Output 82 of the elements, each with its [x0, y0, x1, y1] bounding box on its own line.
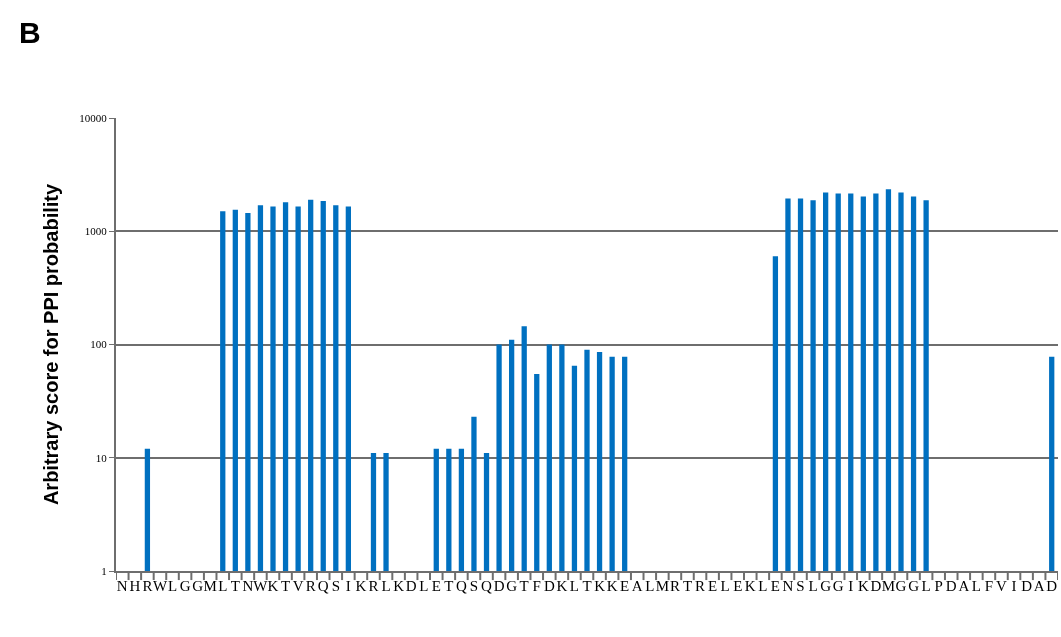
x-tick-label: D: [1046, 578, 1058, 594]
x-tick-label: W: [253, 578, 269, 594]
x-tick-label: L: [720, 578, 730, 594]
x-tick-label: D: [945, 578, 957, 594]
x-tick-label: D: [543, 578, 555, 594]
x-tick-label: N: [116, 578, 128, 594]
x-tick-label: R: [305, 578, 316, 594]
x-tick-label: V: [292, 578, 304, 594]
x-tick-label: G: [179, 578, 191, 594]
x-tick-label: G: [506, 578, 518, 594]
x-tick-label: K: [594, 578, 606, 594]
x-tick-label: A: [1033, 578, 1045, 594]
x-tick-label: S: [331, 578, 340, 594]
x-tick-label: E: [770, 578, 780, 594]
x-tick-label: A: [631, 578, 643, 594]
x-tick-label: L: [167, 578, 178, 594]
x-tick-label: L: [381, 578, 391, 594]
x-tick-label: G: [832, 578, 844, 594]
x-tick-label: R: [142, 578, 153, 594]
x-tick-label: E: [708, 578, 718, 594]
x-tick-label: L: [645, 578, 655, 594]
x-tick-label: L: [569, 578, 580, 594]
x-tick-label: S: [796, 578, 805, 594]
x-tick-label: E: [620, 578, 630, 594]
x-tick-label: G: [908, 578, 920, 594]
y-tick-label: 1000: [84, 225, 108, 238]
x-tick-label: T: [682, 578, 693, 594]
x-tick-label: K: [355, 578, 367, 594]
x-tick-label: R: [669, 578, 680, 594]
x-tick-label: T: [280, 578, 291, 594]
x-tick-label: M: [203, 578, 217, 594]
x-tick-label: L: [758, 578, 768, 594]
y-tick-label: 100: [90, 338, 108, 351]
x-tick-label: N: [782, 578, 794, 594]
x-tick-label: D: [1021, 578, 1033, 594]
x-tick-label: T: [519, 578, 529, 594]
x-tick-label: F: [532, 578, 541, 594]
x-tick-label: D: [405, 578, 417, 594]
x-tick-label: G: [820, 578, 832, 594]
x-tick-label: P: [934, 578, 943, 594]
x-tick-label: L: [971, 578, 981, 594]
x-tick-label: S: [469, 578, 479, 594]
x-tick-label: D: [870, 578, 882, 594]
x-tick-label: G: [895, 578, 907, 594]
x-tick-label: R: [695, 578, 706, 594]
y-axis-title: Arbitrary score for PPI probability: [40, 183, 63, 506]
x-tick-label: A: [958, 578, 970, 594]
x-tick-label: W: [152, 578, 168, 594]
x-tick-label: K: [857, 578, 869, 594]
x-tick-label: K: [267, 578, 279, 594]
x-tick-label: Q: [455, 578, 467, 594]
x-tick-label: N: [242, 578, 254, 594]
x-tick-label: V: [996, 578, 1008, 594]
x-tick-label: F: [984, 578, 994, 594]
x-tick-label: G: [192, 578, 204, 594]
chart-title: B: [19, 16, 41, 50]
x-tick-label: L: [921, 578, 931, 594]
x-tick-label: I: [1011, 578, 1017, 594]
x-tick-label: K: [606, 578, 618, 594]
x-tick-label: L: [218, 578, 228, 594]
y-tick-label: 10: [95, 451, 108, 464]
x-tick-label: R: [368, 578, 379, 594]
y-tick-label: 10000: [79, 111, 108, 124]
x-tick-label: T: [230, 578, 240, 594]
x-tick-label: Q: [481, 578, 493, 594]
x-tick-label: T: [444, 578, 454, 594]
x-tick-label: Q: [317, 578, 329, 594]
x-tick-label: T: [582, 578, 592, 594]
x-tick-label: M: [881, 578, 896, 594]
x-tick-label: L: [808, 578, 818, 594]
x-tick-label: M: [655, 578, 670, 594]
x-tick-label: L: [419, 578, 429, 594]
x-tick-label: H: [129, 578, 141, 594]
x-tick-label: K: [744, 578, 756, 594]
x-tick-label: I: [345, 578, 351, 594]
x-tick-label: E: [431, 578, 441, 594]
x-tick-label: D: [493, 578, 505, 594]
y-tick-label: 1: [101, 564, 107, 577]
x-tick-label: E: [733, 578, 743, 594]
x-tick-label: K: [393, 578, 405, 594]
x-tick-label: I: [848, 578, 854, 594]
x-tick-label: K: [556, 578, 568, 594]
